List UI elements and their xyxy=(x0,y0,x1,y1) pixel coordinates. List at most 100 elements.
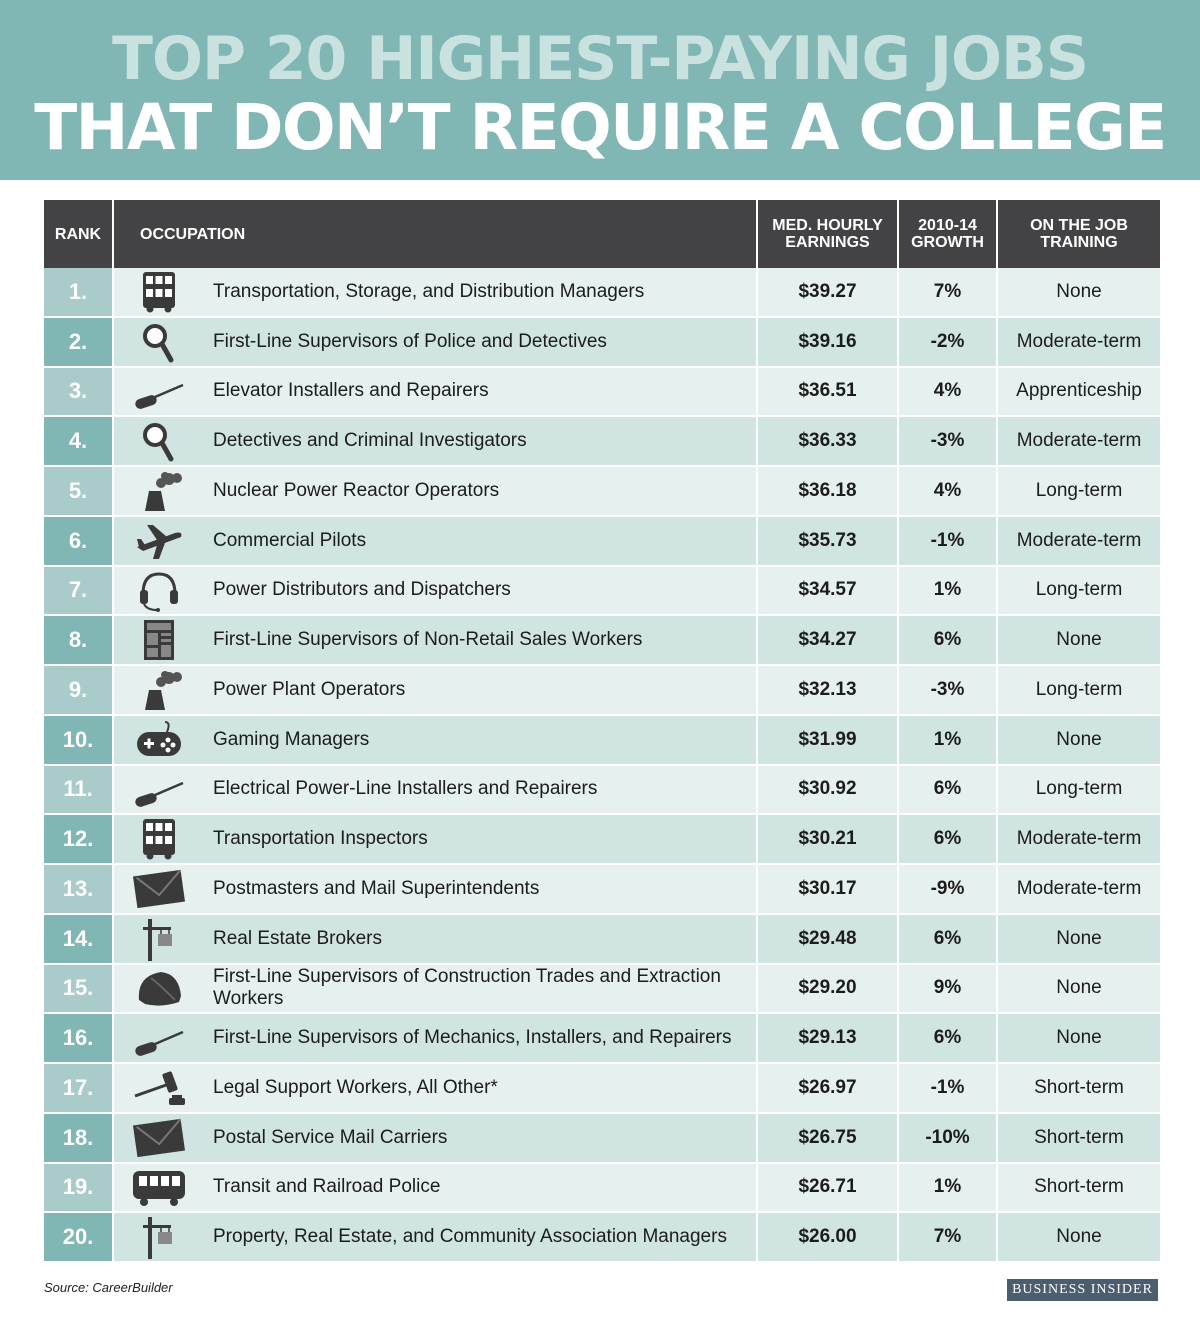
rank-cell: 20. xyxy=(44,1213,112,1263)
growth-cell: 6% xyxy=(899,914,996,965)
rank-cell: 1. xyxy=(44,268,112,318)
table-row: 6. Commercial Pilots $35.73 -1% Moderate-ter… xyxy=(44,516,1160,567)
rank-cell: 19. xyxy=(44,1163,112,1214)
growth-cell: 1% xyxy=(899,715,996,766)
growth-cell: -9% xyxy=(899,865,996,915)
earnings-cell: $30.21 xyxy=(758,815,897,865)
training-cell: Apprenticeship xyxy=(998,367,1160,418)
growth-cell: 6% xyxy=(899,1014,996,1064)
bus-icon xyxy=(114,268,204,318)
rank-cell: 18. xyxy=(44,1113,112,1164)
table-row: 3. Elevator Installers and Repairers $36.5… xyxy=(44,367,1160,418)
occupation-cell: Transit and Railroad Police xyxy=(204,1163,756,1214)
table-row: 12. Transportation Inspectors $30.21 6% Mode… xyxy=(44,815,1160,865)
table-row: 14. Real Estate Brokers $29.48 6% None xyxy=(44,914,1160,965)
rank-cell: 9. xyxy=(44,666,112,716)
header-growth-line-1: 2010-14 xyxy=(918,217,977,234)
occupation-cell: Real Estate Brokers xyxy=(204,914,756,965)
occupation-cell: Commercial Pilots xyxy=(204,516,756,567)
training-cell: Moderate-term xyxy=(998,865,1160,915)
growth-cell: 9% xyxy=(899,964,996,1015)
rank-cell: 17. xyxy=(44,1064,112,1114)
gavel-icon xyxy=(114,1064,204,1114)
headset-icon xyxy=(114,566,204,617)
earnings-cell: $26.00 xyxy=(758,1213,897,1263)
table-row: 1. Transportation, Storage, and Distribut… xyxy=(44,268,1160,318)
earnings-cell: $30.92 xyxy=(758,765,897,816)
table-header-row: RANK OCCUPATION MED. HOURLY EARNINGS 201… xyxy=(44,200,1160,268)
header-growth-line-2: GROWTH xyxy=(911,234,984,251)
training-cell: Long-term xyxy=(998,765,1160,816)
growth-cell: 6% xyxy=(899,815,996,865)
earnings-cell: $31.99 xyxy=(758,715,897,766)
occupation-cell: Electrical Power-Line Installers and Rep… xyxy=(204,765,756,816)
earnings-cell: $36.18 xyxy=(758,467,897,517)
training-cell: Short-term xyxy=(998,1064,1160,1114)
occupation-cell: Property, Real Estate, and Community Ass… xyxy=(204,1213,756,1263)
table-row: 2. First-Line Supervisors of Police and D… xyxy=(44,317,1160,368)
rank-cell: 5. xyxy=(44,467,112,517)
train-icon xyxy=(114,1163,204,1214)
occupation-cell: First-Line Supervisors of Police and Det… xyxy=(204,317,756,368)
training-cell: Moderate-term xyxy=(998,417,1160,467)
rank-cell: 15. xyxy=(44,964,112,1015)
earnings-cell: $26.75 xyxy=(758,1113,897,1164)
occupation-cell: Power Distributors and Dispatchers xyxy=(204,566,756,617)
table-row: 7. Power Distributors and Dispatchers $34.… xyxy=(44,566,1160,617)
rank-cell: 4. xyxy=(44,417,112,467)
growth-cell: -3% xyxy=(899,417,996,467)
table-row: 20. Property, Real Estate, and Community … xyxy=(44,1213,1160,1263)
occupation-cell: Transportation Inspectors xyxy=(204,815,756,865)
airplane-icon xyxy=(114,516,204,567)
table-row: 13. Postmasters and Mail Superintendents $… xyxy=(44,865,1160,915)
table-row: 8. First-Line Supervisors of Non-Retail S… xyxy=(44,616,1160,666)
table-row: 10. Gaming Managers $31.99 1% None xyxy=(44,715,1160,766)
header-training: ON THE JOB TRAINING xyxy=(998,200,1160,268)
header-growth: 2010-14 GROWTH xyxy=(899,200,996,268)
earnings-cell: $34.57 xyxy=(758,566,897,617)
title-banner: TOP 20 HIGHEST-PAYING JOBS THAT DON’T RE… xyxy=(0,0,1200,244)
training-cell: Long-term xyxy=(998,666,1160,716)
occupation-cell: Transportation, Storage, and Distributio… xyxy=(204,268,756,318)
training-cell: Short-term xyxy=(998,1163,1160,1214)
rank-cell: 10. xyxy=(44,715,112,766)
realestate-sign-icon xyxy=(114,1213,204,1263)
growth-cell: 7% xyxy=(899,1213,996,1263)
growth-cell: 4% xyxy=(899,467,996,517)
magnifier-icon xyxy=(114,417,204,467)
power-plant-icon xyxy=(114,666,204,716)
source-note: Source: CareerBuilder xyxy=(44,1280,173,1295)
earnings-cell: $26.71 xyxy=(758,1163,897,1214)
earnings-cell: $29.20 xyxy=(758,964,897,1015)
envelope-icon xyxy=(114,1113,204,1164)
power-plant-icon xyxy=(114,467,204,517)
growth-cell: -2% xyxy=(899,317,996,368)
earnings-cell: $39.16 xyxy=(758,317,897,368)
magnifier-icon xyxy=(114,317,204,368)
bus-icon xyxy=(114,815,204,865)
table-row: 19. Transit and Railroad Police $26.71 1% Sh… xyxy=(44,1163,1160,1214)
growth-cell: -10% xyxy=(899,1113,996,1164)
growth-cell: 1% xyxy=(899,1163,996,1214)
envelope-icon xyxy=(114,865,204,915)
training-cell: None xyxy=(998,964,1160,1015)
table-row: 16. First-Line Supervisors of Mechanics, … xyxy=(44,1014,1160,1064)
title-line-1: TOP 20 HIGHEST-PAYING JOBS xyxy=(112,24,1089,94)
growth-cell: -1% xyxy=(899,1064,996,1114)
rank-cell: 6. xyxy=(44,516,112,567)
header-occupation: OCCUPATION xyxy=(114,200,756,268)
growth-cell: 6% xyxy=(899,616,996,666)
occupation-cell: Elevator Installers and Repairers xyxy=(204,367,756,418)
occupation-cell: Legal Support Workers, All Other* xyxy=(204,1064,756,1114)
hardhat-icon xyxy=(114,964,204,1015)
table-row: 5. Nuclear Power Reactor Operators $36.18 4… xyxy=(44,467,1160,517)
table-body: 1. Transportation, Storage, and Distribut… xyxy=(44,268,1160,1263)
rank-cell: 14. xyxy=(44,914,112,965)
header-training-line-2: TRAINING xyxy=(1040,234,1118,251)
training-cell: Moderate-term xyxy=(998,516,1160,567)
earnings-cell: $29.48 xyxy=(758,914,897,965)
rank-cell: 16. xyxy=(44,1014,112,1064)
growth-cell: -1% xyxy=(899,516,996,567)
growth-cell: -3% xyxy=(899,666,996,716)
table-row: 17. Legal Support Workers, All Other* $26.… xyxy=(44,1064,1160,1114)
